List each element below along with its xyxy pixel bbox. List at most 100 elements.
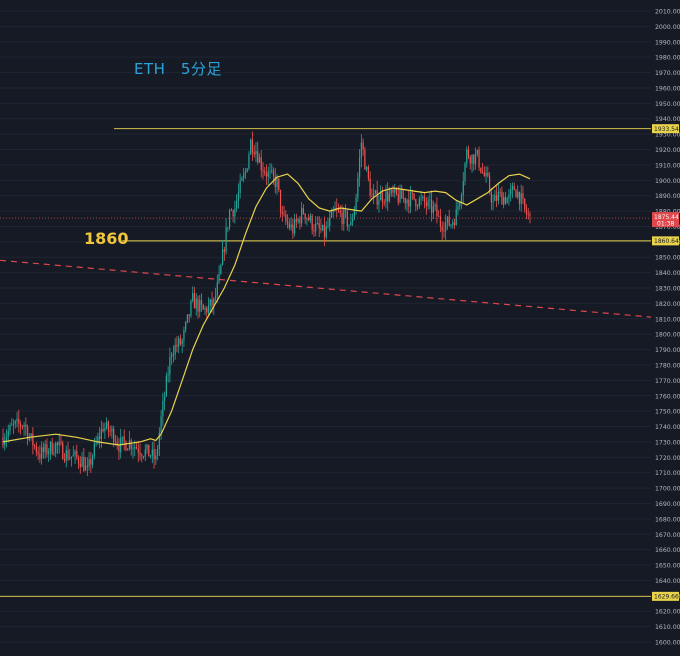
candle-body xyxy=(49,441,52,452)
candle-body xyxy=(41,447,43,459)
candle-body xyxy=(469,157,471,164)
candle-body xyxy=(230,210,232,211)
axis-tick-label: 1820.00 xyxy=(655,301,680,308)
candle-body xyxy=(422,196,424,199)
candle-body xyxy=(267,171,269,177)
candle-body xyxy=(295,219,297,222)
candle-body xyxy=(188,314,190,316)
candle-body xyxy=(253,152,255,155)
candle-body xyxy=(301,208,303,224)
chart-title: ETH 5分足 xyxy=(134,60,222,78)
candle-body xyxy=(286,221,289,224)
candle-body xyxy=(452,222,454,225)
candle-body xyxy=(394,188,396,193)
line-price-badge xyxy=(652,124,679,134)
candle-body xyxy=(265,172,268,177)
axis-tick-label: 1880.00 xyxy=(655,209,680,216)
candle-body xyxy=(374,190,377,193)
candle-body xyxy=(441,226,443,231)
candle-body xyxy=(185,321,187,330)
axis-tick-label: 1660.00 xyxy=(655,547,680,554)
axis-tick-label: 1650.00 xyxy=(655,563,680,570)
candle-body xyxy=(97,436,99,444)
candle-body xyxy=(232,210,234,217)
candle-body xyxy=(408,199,410,207)
candle-body xyxy=(364,149,366,170)
candle-body xyxy=(99,436,101,439)
candle-body xyxy=(274,176,276,188)
candle-body xyxy=(26,427,29,440)
candle-body xyxy=(501,191,503,205)
axis-tick-label: 1740.00 xyxy=(655,424,680,431)
candle-body xyxy=(81,456,83,467)
candle-body xyxy=(163,396,166,401)
axis-tick-label: 1750.00 xyxy=(655,409,680,416)
candle-body xyxy=(503,196,505,205)
candle-body xyxy=(431,199,433,213)
candle-body xyxy=(276,178,278,188)
candle-body xyxy=(237,192,240,202)
candle-body xyxy=(58,441,60,446)
candle-body xyxy=(30,433,32,438)
candle-body xyxy=(271,170,273,172)
candle-body xyxy=(44,444,46,452)
candle-body xyxy=(450,224,452,226)
price-axis-background[interactable] xyxy=(651,0,680,652)
candle-body xyxy=(316,223,319,224)
candle-body xyxy=(193,293,196,309)
candle-body xyxy=(332,211,334,212)
candle-body xyxy=(436,204,438,217)
candle-body xyxy=(278,178,280,190)
axis-tick-label: 1980.00 xyxy=(655,55,680,62)
candle-body xyxy=(520,193,522,204)
candle-body xyxy=(195,298,197,309)
candle-body xyxy=(244,171,247,175)
axis-tick-label: 1760.00 xyxy=(655,393,680,400)
candle-body xyxy=(346,211,348,227)
candle-body xyxy=(395,188,398,195)
candle-body xyxy=(490,191,492,203)
candle-body xyxy=(95,443,97,444)
candle-body xyxy=(322,224,324,231)
axis-tick-label: 1920.00 xyxy=(655,147,680,154)
candle-body xyxy=(118,445,120,452)
candle-body xyxy=(55,442,57,453)
axis-tick-label: 1730.00 xyxy=(655,439,680,446)
horizontal-lines-layer xyxy=(0,128,651,597)
line-price-badge xyxy=(652,591,679,601)
candle-body xyxy=(506,197,508,204)
candle-body xyxy=(111,428,113,432)
candle-body xyxy=(42,447,45,452)
axis-tick-label: 1620.00 xyxy=(655,609,680,616)
candle-body xyxy=(343,209,345,224)
candle-body xyxy=(60,441,62,444)
axis-tick-label: 1970.00 xyxy=(655,70,680,77)
candle-body xyxy=(165,375,167,397)
candle-body xyxy=(211,299,213,307)
candle-body xyxy=(90,459,92,465)
candle-body xyxy=(149,455,152,457)
candle-body xyxy=(70,456,73,458)
axis-tick-label: 1990.00 xyxy=(655,39,680,46)
candle-body xyxy=(114,441,117,443)
candle-body xyxy=(169,357,171,375)
axis-tick-label: 1640.00 xyxy=(655,578,680,585)
candle-body xyxy=(156,448,159,456)
candle-body xyxy=(320,228,322,231)
candle-body xyxy=(402,198,405,199)
candle-body xyxy=(65,450,67,461)
candle-body xyxy=(56,442,59,446)
candle-body xyxy=(197,298,199,312)
candle-body xyxy=(513,186,515,191)
candle-body xyxy=(7,431,9,437)
countdown-label: 01:38 xyxy=(657,221,674,228)
candle-body xyxy=(339,210,341,213)
candle-body xyxy=(497,191,499,201)
candle-body xyxy=(207,305,210,313)
candle-body xyxy=(494,195,496,202)
candle-body xyxy=(106,421,108,428)
candle-body xyxy=(376,190,378,205)
line-price-badge xyxy=(652,236,679,246)
candle-body xyxy=(415,199,417,207)
axis-tick-label: 1610.00 xyxy=(655,624,680,631)
